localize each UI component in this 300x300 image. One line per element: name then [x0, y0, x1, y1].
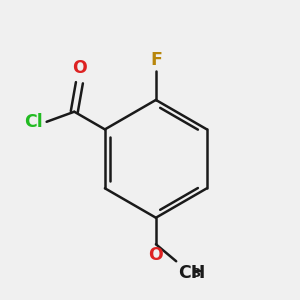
Text: O: O — [148, 246, 163, 264]
Text: CH: CH — [178, 264, 205, 282]
Text: Cl: Cl — [24, 113, 43, 131]
Text: O: O — [72, 59, 87, 77]
Text: 3: 3 — [190, 267, 200, 280]
Text: F: F — [150, 51, 162, 69]
